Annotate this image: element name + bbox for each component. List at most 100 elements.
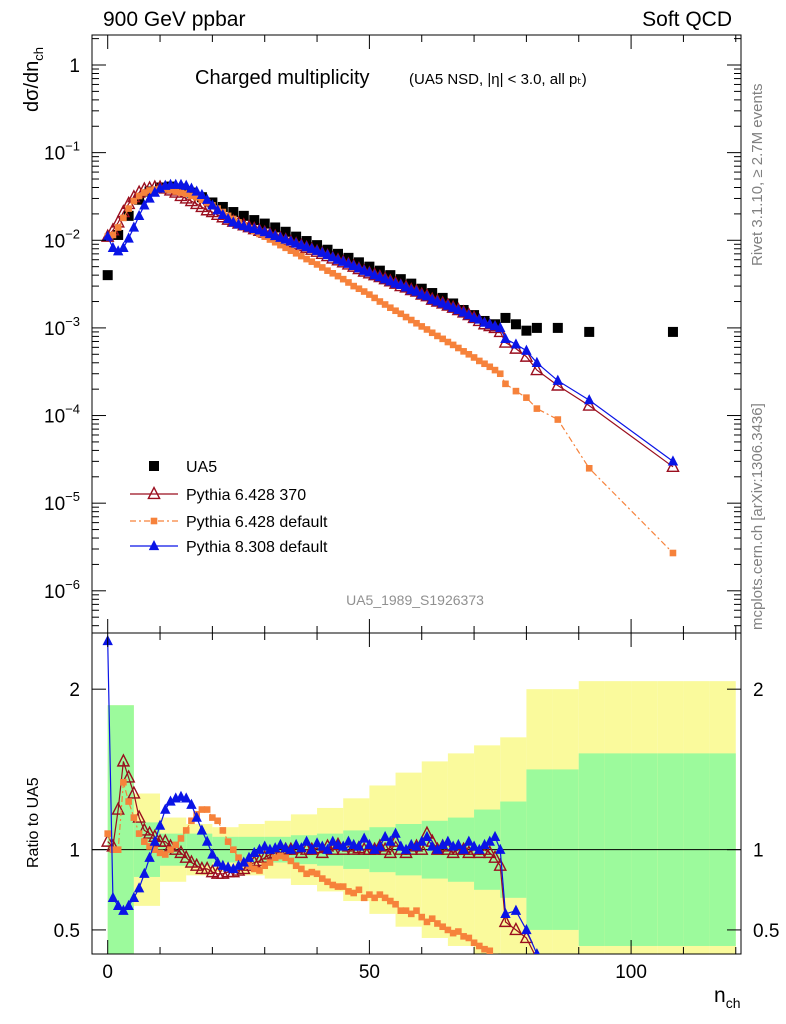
data-point [269,842,281,853]
data-point [531,356,543,367]
data-point [188,817,195,825]
data-point [324,878,331,886]
data-point [339,275,347,283]
data-point [432,843,443,854]
data-point [156,849,164,857]
data-point [364,838,375,850]
data-point [500,907,511,919]
ratio-y-tick-label: 1 [69,841,80,862]
data-point [366,891,373,898]
data-point [552,322,563,333]
data-point [203,806,211,813]
data-point [130,814,138,821]
data-point [146,843,153,850]
y-label-sub: ch [31,47,46,61]
data-point [112,245,124,256]
data-point [212,856,223,867]
data-point [137,822,152,836]
data-point [418,913,426,921]
data-point [130,197,138,205]
data-point [100,833,115,847]
data-point [292,250,300,257]
y-tick-label: 10−5 [44,489,80,515]
data-point [474,313,485,324]
data-point [177,189,185,196]
data-point [411,285,422,296]
data-point [343,835,354,846]
data-point [217,201,228,212]
x-tick-label: 100 [615,962,647,983]
ratio-series-pythia-8-308-default [102,635,540,954]
data-point [486,947,494,954]
data-point [397,310,405,318]
data-point [453,838,464,850]
data-point [483,844,497,859]
data-point [135,830,143,837]
data-point [282,854,289,861]
data-point [458,306,469,317]
data-point [455,344,462,352]
data-point [191,811,202,822]
data-point [219,827,227,834]
x-axis-label: nch [714,984,740,1011]
data-point [177,835,185,842]
data-point [188,192,195,200]
y-tick-base: 1 [69,56,80,77]
data-point [502,380,509,388]
chart-title: Charged multiplicity [195,67,370,89]
data-point [463,309,475,320]
header-right: Soft QCD [642,8,732,31]
data-point [298,252,305,260]
data-point [554,416,562,423]
data-point [275,838,286,850]
data-point [216,865,230,879]
data-point [423,918,431,926]
y-label-main: dσ/dn [21,61,43,112]
data-point [228,207,239,218]
data-point [500,332,511,344]
data-point [154,819,166,830]
y-tick-base: 10 [44,231,65,252]
data-point [407,910,415,918]
data-point [189,857,204,871]
data-point [109,231,117,239]
data-point [402,313,410,321]
data-point [259,840,270,851]
data-point [238,210,249,221]
legend-label: Pythia 8.308 default [186,539,328,556]
y-tick-label: 10−3 [44,314,80,340]
data-point [371,894,378,902]
data-point [334,272,342,280]
data-point [149,835,161,846]
data-series [100,178,680,954]
data-point [196,824,208,835]
data-point [198,196,206,204]
data-point [141,838,148,845]
data-point [416,835,427,846]
main-series-pythia-8-308-default [102,178,679,466]
data-point [411,840,422,851]
data-point [360,288,368,295]
data-point [355,886,363,894]
data-point [350,889,357,897]
data-point [318,264,326,271]
data-point [371,294,378,302]
ratio-frame [91,632,742,955]
x-tick-label: 0 [102,962,113,983]
data-point [233,859,244,870]
data-point [460,933,467,940]
y-tick-label: 10−6 [44,577,80,603]
data-point [266,236,274,243]
data-point [182,190,190,197]
data-point [228,862,239,874]
data-point [301,835,312,846]
data-point [498,913,513,928]
data-point [296,842,307,853]
data-point [217,208,229,220]
data-point [235,854,242,861]
data-point [458,843,469,854]
data-point [510,338,522,349]
data-point [259,218,270,229]
data-point [510,319,521,330]
